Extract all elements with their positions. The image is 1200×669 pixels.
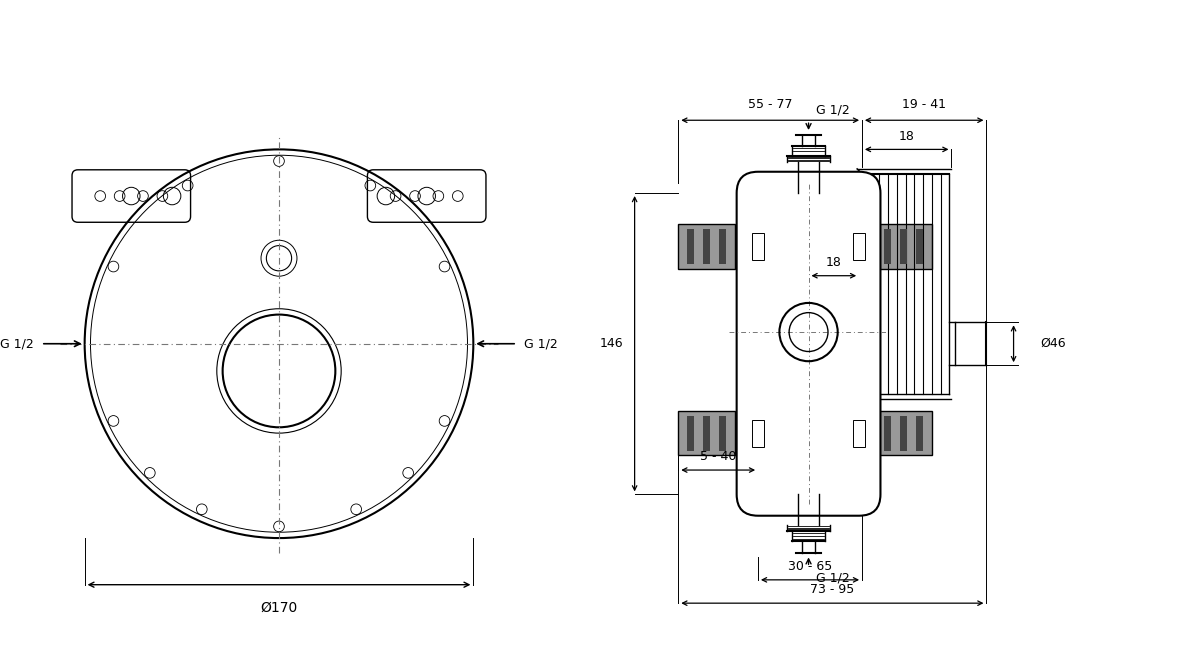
Bar [678, 411, 734, 456]
Bar [703, 415, 710, 451]
Text: G 1/2: G 1/2 [816, 571, 850, 584]
Text: 146: 146 [599, 337, 623, 351]
Bar [900, 229, 907, 264]
Bar [703, 229, 710, 264]
Bar [751, 233, 764, 260]
Bar [900, 415, 907, 451]
Bar [884, 229, 892, 264]
Text: 5 - 40: 5 - 40 [700, 450, 737, 463]
Text: Ø170: Ø170 [260, 600, 298, 614]
Text: 19 - 41: 19 - 41 [902, 98, 946, 110]
Bar [678, 224, 734, 269]
Bar [916, 229, 924, 264]
Text: 55 - 77: 55 - 77 [748, 98, 792, 110]
Bar [686, 229, 694, 264]
Bar [916, 415, 924, 451]
Bar [853, 419, 865, 447]
Text: G 1/2: G 1/2 [524, 337, 558, 351]
Bar [876, 411, 932, 456]
Text: 18: 18 [826, 256, 841, 269]
Bar [719, 229, 726, 264]
Bar [876, 224, 932, 269]
Text: G 1/2: G 1/2 [816, 103, 850, 116]
Bar [853, 233, 865, 260]
Text: G 1/2: G 1/2 [0, 337, 34, 351]
Text: 18: 18 [899, 130, 914, 142]
Text: 73 - 95: 73 - 95 [810, 583, 854, 596]
Bar [686, 415, 694, 451]
Bar [884, 415, 892, 451]
Text: Ø46: Ø46 [1040, 337, 1067, 351]
FancyBboxPatch shape [737, 172, 881, 516]
Text: 30 - 65: 30 - 65 [788, 560, 832, 573]
Bar [751, 419, 764, 447]
Bar [719, 415, 726, 451]
